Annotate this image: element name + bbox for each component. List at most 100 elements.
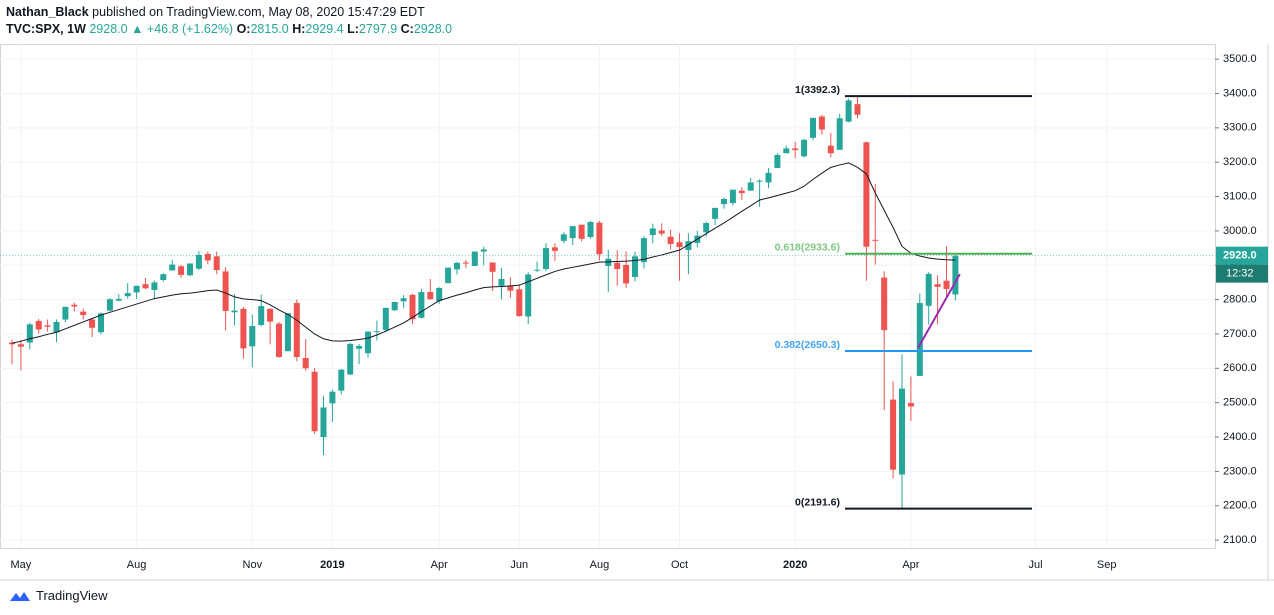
y-tick-label: 2500.0 bbox=[1223, 397, 1257, 409]
candle-body bbox=[35, 320, 42, 330]
candle-body bbox=[881, 277, 888, 331]
candle-body bbox=[587, 221, 594, 238]
candle-body bbox=[890, 399, 897, 470]
candle-body bbox=[187, 263, 193, 276]
candle-body bbox=[952, 255, 959, 295]
candle-body bbox=[623, 264, 630, 284]
candle-body bbox=[320, 407, 327, 438]
change: ▲ +46.8 (+1.62%) bbox=[131, 22, 234, 36]
candle-body bbox=[649, 228, 656, 236]
ohlc-value: 2928.0 bbox=[413, 22, 453, 36]
fib-label: 0.618(2933.6) bbox=[775, 241, 840, 253]
x-tick-label: May bbox=[11, 559, 32, 571]
candle-body bbox=[605, 258, 612, 266]
candle-body bbox=[409, 294, 416, 320]
fib-label: 0.382(2650.3) bbox=[775, 339, 840, 351]
y-tick-label: 3300.0 bbox=[1223, 122, 1257, 134]
candle-body bbox=[756, 180, 763, 182]
candle-body bbox=[738, 190, 745, 194]
y-tick-label: 3400.0 bbox=[1223, 87, 1257, 99]
publish-line: Nathan_Black published on TradingView.co… bbox=[6, 4, 452, 21]
candle-body bbox=[169, 264, 176, 271]
candle-body bbox=[249, 326, 256, 347]
candle-body bbox=[293, 303, 300, 357]
chart: 2100.0 2200.0 2300.0 2400.0 2500.0 2600.0 2700… bbox=[0, 44, 1274, 581]
candle-body bbox=[213, 256, 220, 271]
candle-body bbox=[774, 154, 781, 169]
candle-body bbox=[418, 292, 425, 318]
candle-body bbox=[712, 207, 719, 219]
candle-body bbox=[17, 344, 24, 347]
symbol-line: TVC:SPX, 1W 2928.0 ▲ +46.8 (+1.62%) O:28… bbox=[6, 21, 452, 38]
candle-body bbox=[26, 324, 33, 343]
footer: TradingView bbox=[8, 588, 108, 603]
candle-body bbox=[899, 388, 905, 475]
candle-body bbox=[347, 343, 354, 375]
x-tick-label: Aug bbox=[590, 559, 610, 571]
candle-body bbox=[231, 310, 238, 313]
candle-body bbox=[71, 304, 78, 307]
ohlc-key: O: bbox=[236, 22, 251, 36]
candle-body bbox=[142, 284, 149, 289]
candle-body bbox=[810, 117, 816, 138]
candle-body bbox=[907, 403, 914, 407]
candle-body bbox=[765, 172, 772, 183]
x-tick-label: Jul bbox=[1028, 559, 1042, 571]
trendline bbox=[917, 273, 961, 349]
candle-body bbox=[703, 222, 710, 233]
ohlc-key: L: bbox=[347, 22, 359, 36]
candle-body bbox=[338, 369, 345, 391]
fib-label: 0(2191.6) bbox=[795, 496, 840, 508]
published: published on TradingView.com, May 08, 20… bbox=[92, 5, 425, 19]
candle-body bbox=[721, 198, 727, 205]
candle-body bbox=[436, 287, 443, 301]
candle-body bbox=[827, 145, 834, 154]
candle-body bbox=[543, 248, 549, 270]
candle-body bbox=[454, 262, 460, 270]
candle-body bbox=[925, 273, 932, 306]
price-tag bbox=[1216, 246, 1268, 265]
candle-body bbox=[115, 298, 122, 301]
candle-body bbox=[62, 306, 69, 320]
candle-body bbox=[44, 325, 51, 327]
candle-body bbox=[98, 313, 104, 333]
candle-body bbox=[9, 342, 15, 345]
candle-body bbox=[302, 358, 309, 369]
candle-body bbox=[240, 308, 247, 349]
y-tick-label: 2300.0 bbox=[1223, 465, 1257, 477]
ohlc-value: 2929.4 bbox=[305, 22, 344, 36]
candle-body bbox=[854, 104, 861, 115]
candle-body bbox=[676, 242, 683, 248]
candle-body bbox=[934, 284, 941, 287]
logo bbox=[10, 591, 30, 601]
countdown-label: 12:32 bbox=[1226, 268, 1254, 280]
candle-body bbox=[267, 308, 274, 322]
x-tick-label: Oct bbox=[671, 559, 688, 571]
candle-body bbox=[89, 319, 96, 328]
candle-body bbox=[863, 142, 870, 247]
candle-body bbox=[53, 321, 60, 333]
author: Nathan_Black bbox=[6, 5, 89, 19]
candle-body bbox=[489, 262, 496, 272]
candle-body bbox=[382, 307, 389, 330]
candle-body bbox=[818, 116, 825, 130]
countdown-tag bbox=[1216, 264, 1268, 283]
x-tick-label: Aug bbox=[127, 559, 147, 571]
y-tick-label: 2100.0 bbox=[1223, 534, 1257, 546]
y-tick-label: 3500.0 bbox=[1223, 53, 1257, 65]
y-tick-label: 2700.0 bbox=[1223, 328, 1257, 340]
candle-body bbox=[507, 285, 514, 291]
candle-body bbox=[916, 303, 923, 376]
moving-average bbox=[11, 162, 956, 344]
candle-body bbox=[783, 148, 790, 154]
candle-body bbox=[124, 293, 131, 297]
candle-body bbox=[400, 298, 407, 302]
x-tick-label: Jun bbox=[510, 559, 528, 571]
logo-shape bbox=[10, 591, 30, 601]
candle-body bbox=[596, 222, 603, 255]
y-tick-label: 3200.0 bbox=[1223, 156, 1257, 168]
candle-body bbox=[667, 236, 674, 244]
candle-body bbox=[329, 391, 336, 404]
brand: TradingView bbox=[36, 588, 108, 603]
